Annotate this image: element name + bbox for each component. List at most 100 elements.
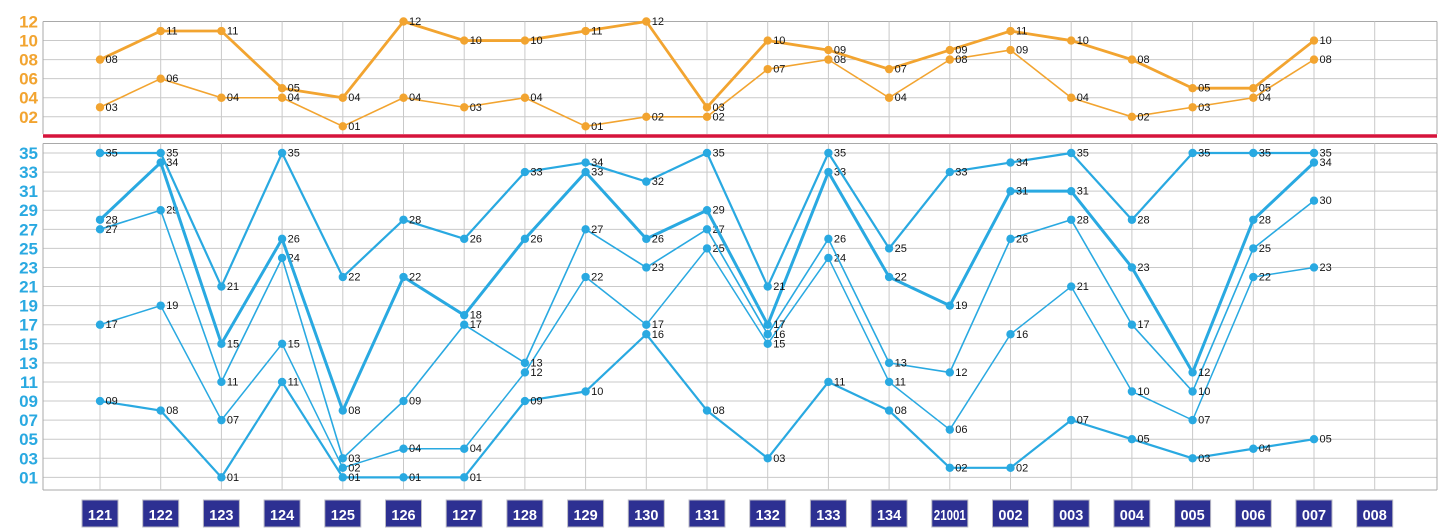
draw-badge-label: 124 — [270, 508, 294, 524]
draw-number-badge: 006 — [1234, 499, 1272, 528]
data-point-label: 26 — [834, 233, 846, 245]
data-point-label: 28 — [1259, 214, 1271, 226]
data-point-marker — [1309, 158, 1319, 167]
front-axis-tick-label: 21 — [19, 278, 38, 297]
data-point-marker — [460, 103, 469, 112]
data-point-label: 02 — [1137, 111, 1149, 123]
data-point-marker — [581, 272, 590, 282]
data-point-marker — [520, 167, 530, 177]
data-point-label: 05 — [288, 83, 300, 95]
draw-number-badge: 125 — [324, 499, 362, 528]
data-point-label: 35 — [1320, 148, 1332, 160]
data-point-marker — [1188, 84, 1197, 93]
draw-badge-label: 132 — [756, 508, 780, 524]
front-axis-tick-label: 31 — [19, 182, 38, 201]
draw-number-badge: 121 — [81, 499, 119, 528]
draw-badge-background — [263, 499, 301, 528]
data-point-marker — [95, 148, 105, 158]
data-point-marker — [1067, 215, 1076, 224]
data-point-label: 34 — [591, 157, 603, 169]
draw-badge-label: 134 — [877, 508, 901, 524]
data-point-label: 03 — [106, 102, 118, 114]
front-axis-tick-label: 33 — [19, 163, 38, 182]
data-point-label: 02 — [1016, 462, 1028, 474]
data-point-marker — [95, 225, 105, 234]
data-point-marker — [1067, 36, 1076, 45]
draw-number-badge: 008 — [1356, 499, 1394, 528]
data-point-marker — [1127, 263, 1137, 272]
data-point-label: 03 — [348, 453, 360, 465]
data-point-label: 13 — [530, 357, 542, 369]
data-point-marker — [156, 148, 165, 158]
data-point-label: 11 — [166, 26, 177, 38]
data-point-marker — [1309, 55, 1319, 64]
data-point-marker — [824, 234, 833, 244]
data-point-label: 07 — [895, 64, 907, 76]
data-point-label: 05 — [1137, 434, 1149, 446]
data-point-label: 19 — [166, 300, 178, 312]
data-point-label: 26 — [288, 233, 300, 245]
data-point-marker — [338, 463, 347, 473]
data-point-marker — [460, 320, 469, 329]
draw-number-badge: 002 — [992, 499, 1029, 528]
data-point-marker — [1249, 93, 1258, 102]
data-point-label: 04 — [227, 92, 239, 104]
data-point-label: 03 — [773, 453, 785, 465]
data-point-marker — [945, 463, 954, 473]
data-point-marker — [1006, 45, 1015, 55]
data-point-marker — [702, 148, 712, 158]
data-point-label: 05 — [1259, 83, 1271, 95]
data-point-marker — [520, 396, 530, 406]
data-point-marker — [945, 45, 954, 55]
data-point-marker — [824, 45, 833, 55]
data-point-label: 10 — [1077, 35, 1089, 47]
data-point-marker — [95, 215, 105, 224]
draw-badge-background — [1113, 499, 1151, 528]
draw-number-badge: 133 — [809, 499, 847, 528]
data-point-label: 11 — [895, 376, 906, 388]
draw-number-badge: 003 — [1052, 499, 1090, 528]
data-point-marker — [156, 406, 165, 415]
data-point-label: 04 — [348, 92, 360, 104]
data-point-label: 06 — [166, 73, 178, 85]
data-point-marker — [277, 148, 287, 158]
data-point-label: 33 — [530, 167, 542, 179]
data-point-label: 29 — [713, 205, 725, 217]
data-point-marker — [1067, 186, 1076, 196]
data-point-label: 26 — [470, 233, 482, 245]
data-point-label: 05 — [1320, 434, 1332, 446]
data-point-marker — [217, 415, 226, 425]
draw-badge-label: 005 — [1180, 508, 1204, 524]
data-point-marker — [1127, 55, 1137, 64]
data-point-label: 11 — [834, 376, 845, 388]
data-point-label: 08 — [713, 405, 725, 417]
data-point-marker — [1309, 196, 1319, 205]
data-point-marker — [824, 253, 833, 263]
data-point-marker — [1309, 435, 1319, 444]
data-point-label: 35 — [1259, 148, 1271, 160]
data-point-label: 04 — [288, 92, 300, 104]
data-point-marker — [702, 206, 712, 215]
data-point-marker — [824, 377, 833, 387]
data-point-marker — [581, 167, 590, 177]
data-point-marker — [1067, 282, 1076, 291]
front-axis-tick-label: 35 — [19, 144, 38, 163]
data-point-label: 07 — [1077, 415, 1089, 427]
data-point-marker — [763, 454, 772, 463]
data-point-marker — [581, 26, 590, 36]
data-point-marker — [217, 339, 226, 348]
draw-badge-label: 002 — [998, 508, 1022, 524]
front-zone-plot: 09 08 01 11 01 01 01 09 10 16 08 03 11 08 02 02 07 05 03 04… — [95, 148, 1332, 484]
data-point-marker — [642, 177, 651, 186]
draw-badge-background — [870, 499, 908, 528]
draw-badge-background — [202, 499, 240, 528]
data-point-label: 08 — [106, 54, 118, 66]
data-point-label: 08 — [834, 54, 846, 66]
front-axis-tick-label: 11 — [20, 373, 38, 392]
data-point-label: 10 — [1137, 386, 1149, 398]
draw-number-badge: 134 — [870, 499, 908, 528]
data-point-label: 28 — [1077, 214, 1089, 226]
draw-number-badge: 123 — [202, 499, 240, 528]
